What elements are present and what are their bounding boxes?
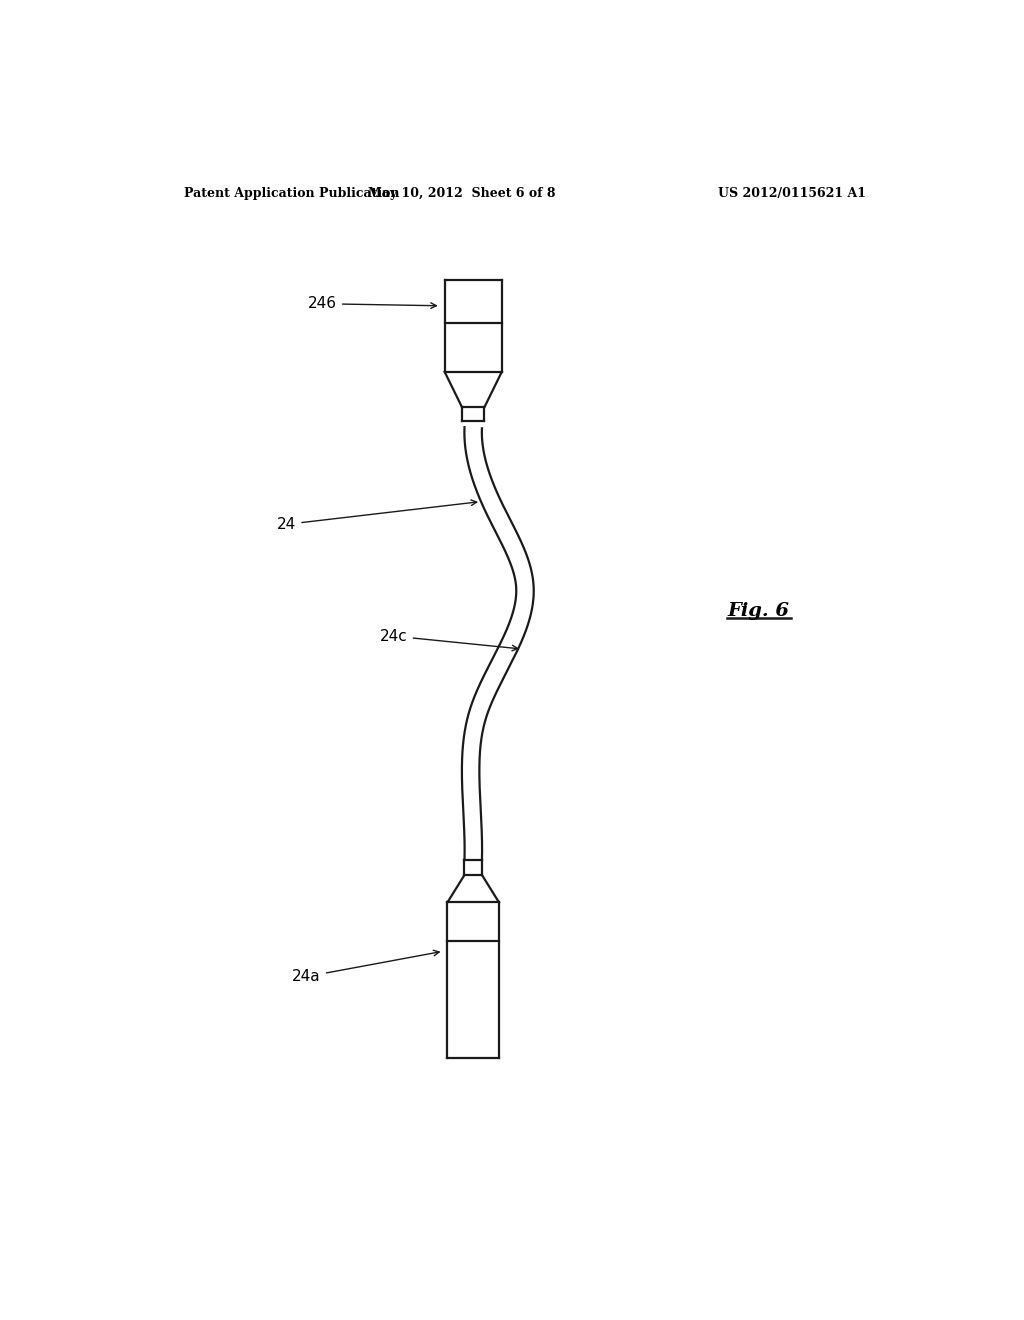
Text: 246: 246 — [308, 296, 436, 312]
Text: Patent Application Publication: Patent Application Publication — [183, 187, 399, 201]
Text: US 2012/0115621 A1: US 2012/0115621 A1 — [718, 187, 866, 201]
Text: 24c: 24c — [380, 628, 518, 651]
Text: 24: 24 — [278, 500, 477, 532]
Text: 24a: 24a — [292, 950, 439, 985]
Text: May 10, 2012  Sheet 6 of 8: May 10, 2012 Sheet 6 of 8 — [368, 187, 555, 201]
Text: Fig. 6: Fig. 6 — [727, 602, 790, 619]
